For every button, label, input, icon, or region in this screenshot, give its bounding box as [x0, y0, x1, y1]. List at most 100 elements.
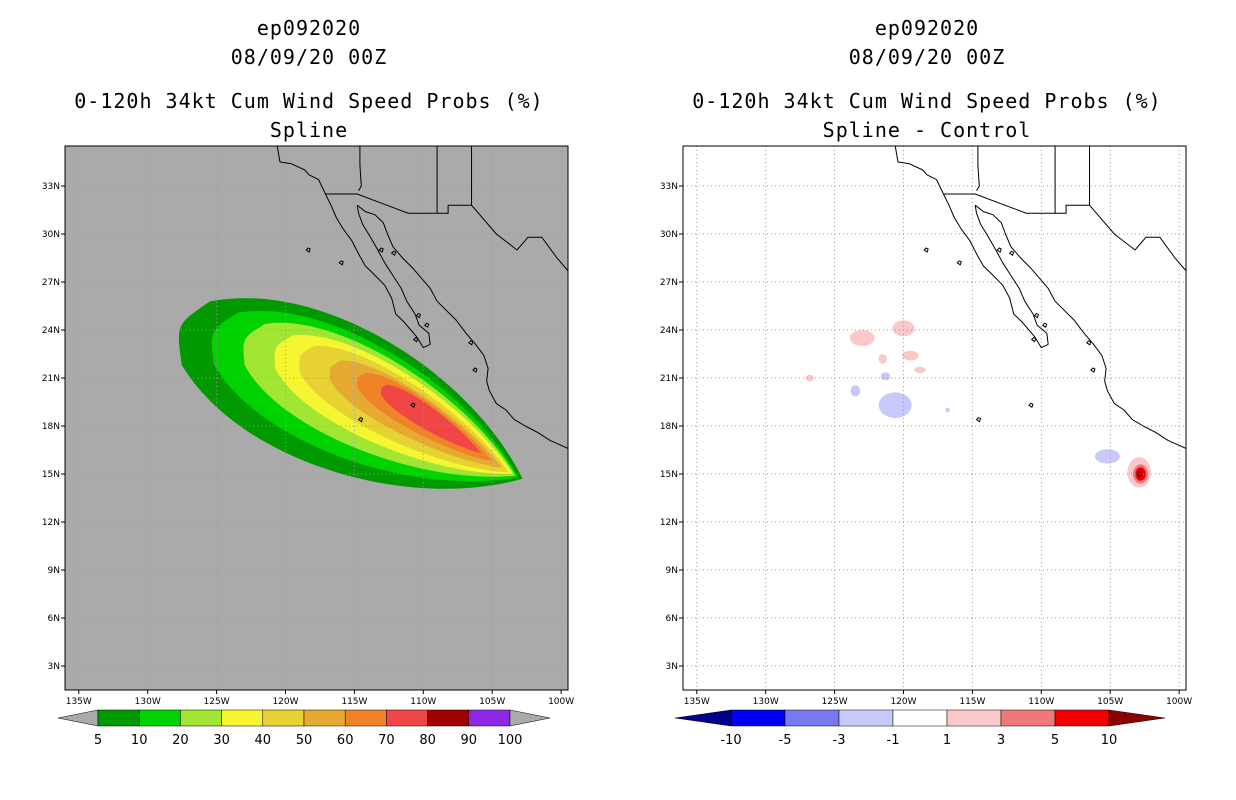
colorbar-label: 70 — [378, 733, 395, 748]
lon-tick-label: 135W — [684, 697, 710, 707]
lon-tick-label: 120W — [272, 697, 298, 707]
lon-tick-label: 110W — [1028, 697, 1054, 707]
colorbar-label: -5 — [779, 733, 792, 748]
contour-1-3 — [849, 330, 875, 346]
lon-tick-label: 105W — [479, 697, 505, 707]
lat-tick-label: 9N — [48, 566, 60, 576]
lat-tick-label: 21N — [42, 374, 60, 384]
lat-tick-label: 9N — [666, 566, 678, 576]
lon-tick-label: 125W — [204, 697, 230, 707]
grid-lines — [683, 146, 1186, 690]
colorbar-label: 20 — [172, 733, 189, 748]
lat-tick-label: 18N — [42, 422, 60, 432]
lat-tick-label: 3N — [48, 662, 60, 672]
political-borders — [943, 146, 1186, 272]
colorbar-label: 3 — [997, 733, 1005, 748]
colorbar-swatch — [262, 709, 305, 727]
colorbar-swatch — [180, 709, 222, 727]
colorbar-under-triangle — [57, 709, 99, 727]
colorbar-label: 5 — [1051, 733, 1059, 748]
colorbar-swatch — [946, 709, 1002, 727]
lon-tick-label: 120W — [890, 697, 916, 707]
colorbar-label: 30 — [213, 733, 230, 748]
contour-70-80 — [380, 384, 482, 454]
right-chart-title: 0-120h 34kt Cum Wind Speed Probs (%) — [692, 89, 1162, 113]
map-frame — [682, 145, 1187, 691]
lat-tick-label: 12N — [42, 518, 60, 528]
colorbar-over-triangle — [509, 709, 551, 727]
contour--1--3 — [1095, 449, 1120, 464]
colorbar-label: 90 — [461, 733, 478, 748]
colorbar-label: 1 — [943, 733, 951, 748]
colorbar-label: -1 — [887, 733, 900, 748]
left-storm-id: ep092020 — [256, 16, 362, 40]
lon-tick-label: 125W — [822, 697, 848, 707]
lat-tick-label: 6N — [666, 614, 678, 624]
colorbar-label: 10 — [1101, 733, 1118, 748]
contour-1-3 — [892, 320, 915, 337]
lon-tick-label: 100W — [1166, 697, 1192, 707]
colorbar-label: -3 — [833, 733, 846, 748]
colorbar-swatch — [344, 709, 387, 727]
right-storm-id: ep092020 — [874, 16, 980, 40]
colorbar-swatch — [386, 709, 428, 727]
colorbar-label: 80 — [419, 733, 436, 748]
colorbar-label: 5 — [94, 733, 102, 748]
colorbar-label: -10 — [720, 733, 741, 748]
lon-tick-label: 130W — [135, 697, 161, 707]
lat-tick-label: 30N — [660, 230, 678, 240]
map-background — [683, 146, 1186, 690]
map-frame — [64, 145, 569, 691]
lat-tick-label: 33N — [42, 182, 60, 192]
coastline — [894, 146, 1186, 449]
colorbar-over-triangle — [1108, 709, 1166, 727]
contour--1--3 — [878, 392, 912, 419]
colorbar: 5 10 20 30 40 50 60 70 80 90 100 — [57, 709, 551, 748]
right-chart-subtitle: Spline - Control — [822, 118, 1032, 142]
lat-tick-label: 18N — [660, 422, 678, 432]
colorbar-label: 10 — [131, 733, 148, 748]
colorbar-label: 100 — [498, 733, 523, 748]
left-datetime: 08/09/20 00Z — [230, 45, 388, 69]
colorbar: -10 -5 -3 -1 1 3 5 10 — [674, 709, 1166, 748]
lon-tick-label: 130W — [753, 697, 779, 707]
left-chart-title: 0-120h 34kt Cum Wind Speed Probs (%) — [74, 89, 544, 113]
right-datetime: 08/09/20 00Z — [848, 45, 1006, 69]
islands — [923, 247, 1096, 423]
colorbar-swatch — [468, 709, 511, 727]
islands — [305, 247, 478, 423]
colorbar-label: 40 — [255, 733, 272, 748]
lat-tick-label: 6N — [48, 614, 60, 624]
colorbar-label: 60 — [337, 733, 354, 748]
contour-1-3 — [902, 350, 919, 361]
lat-tick-label: 33N — [660, 182, 678, 192]
colorbar-label: 50 — [296, 733, 313, 748]
contour--1--3 — [850, 385, 861, 397]
colorbar-swatch — [97, 709, 140, 727]
lat-tick-label: 12N — [660, 518, 678, 528]
lon-tick-label: 100W — [548, 697, 574, 707]
contour-1-3 — [805, 374, 814, 382]
contour--1--3 — [945, 407, 950, 413]
lon-tick-label: 110W — [410, 697, 436, 707]
colorbar-swatch — [427, 709, 470, 727]
contour-1-3 — [878, 354, 887, 364]
lat-tick-label: 24N — [660, 326, 678, 336]
lat-tick-label: 21N — [660, 374, 678, 384]
contour-1-3 — [914, 366, 926, 374]
left-chart-subtitle: Spline — [269, 118, 349, 142]
contour--1--3 — [880, 372, 891, 381]
lat-tick-label: 27N — [42, 278, 60, 288]
lat-tick-label: 30N — [42, 230, 60, 240]
grid-lines — [65, 146, 568, 690]
colorbar-swatch — [784, 709, 840, 727]
colorbar-swatch — [838, 709, 894, 727]
lat-tick-label: 3N — [666, 662, 678, 672]
lon-tick-label: 115W — [959, 697, 985, 707]
lon-tick-label: 115W — [341, 697, 367, 707]
colorbar-swatch — [1000, 709, 1056, 727]
colorbar-swatch — [892, 709, 948, 727]
colorbar-swatch — [1054, 709, 1110, 727]
right-map-panel: 135W 130W 125W 120W 115W 110W 105W 100W33N30N27… — [660, 145, 1192, 748]
